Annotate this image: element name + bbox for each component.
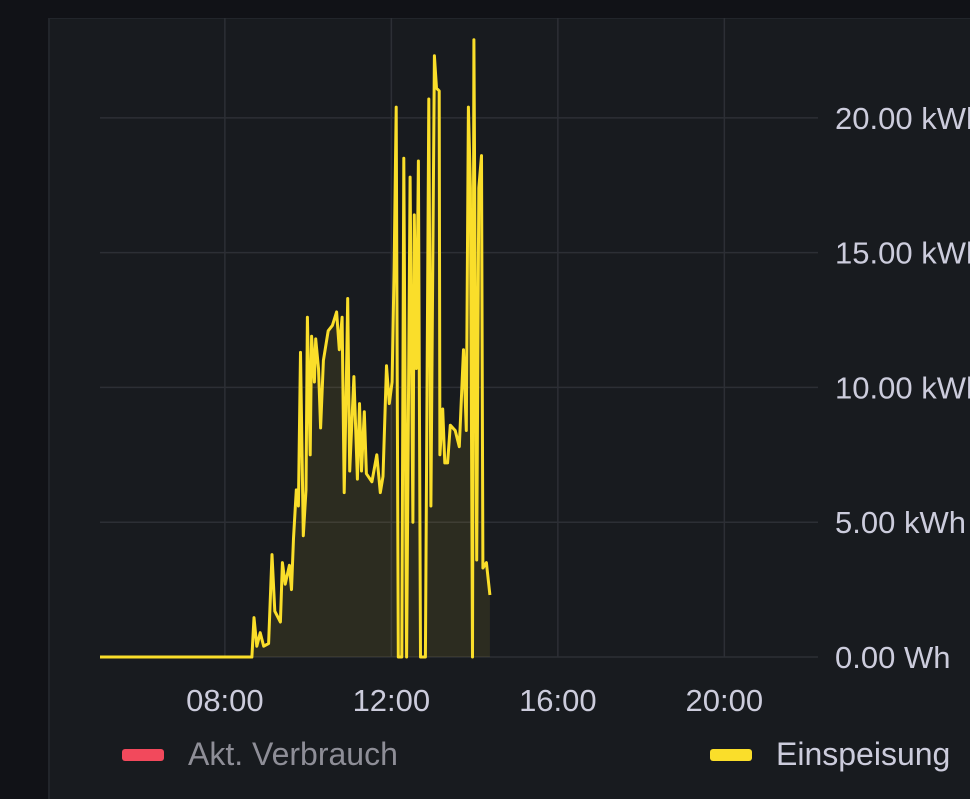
einspeisung-line [100,38,492,659]
x-axis: 08:00 12:00 16:00 20:00 [186,683,763,718]
x-tick-label: 08:00 [186,683,264,718]
legend: Akt. Verbrauch Einspeisung [0,736,970,780]
chart-panel [48,18,970,799]
chart: 0.00 Wh 5.00 kWh 10.00 kWh 15.00 kWh 20.00 k… [100,18,970,718]
legend-item-einspeisung[interactable]: Einspeisung [710,736,950,773]
x-tick-label: 20:00 [686,683,764,718]
y-tick-label: 0.00 Wh [835,640,950,675]
y-tick-label: 10.00 kWh [835,370,970,405]
x-tick-label: 12:00 [353,683,431,718]
y-tick-label: 20.00 kWh [835,101,970,136]
y-tick-label: 5.00 kWh [835,505,966,540]
einspeisung-area [100,39,490,657]
grid [100,18,818,658]
y-tick-label: 15.00 kWh [835,236,970,271]
legend-swatch-yellow [710,748,752,761]
x-tick-label: 16:00 [519,683,597,718]
legend-swatch-red [122,748,164,761]
legend-item-akt-verbrauch[interactable]: Akt. Verbrauch [122,736,398,773]
legend-label: Einspeisung [776,736,951,772]
y-axis: 0.00 Wh 5.00 kWh 10.00 kWh 15.00 kWh 20.00 k… [835,101,970,675]
legend-label: Akt. Verbrauch [188,736,398,772]
